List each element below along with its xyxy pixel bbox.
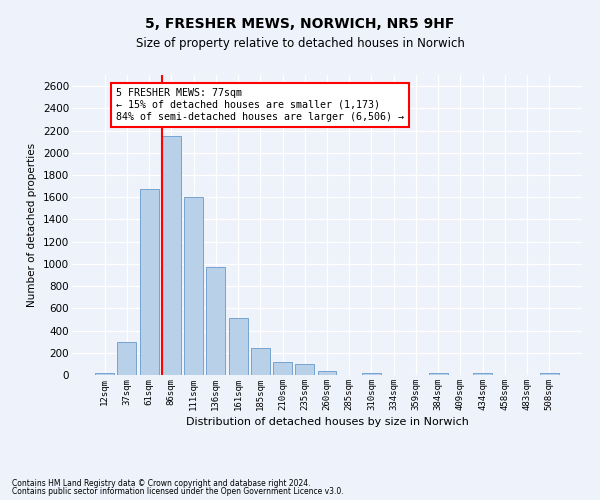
Text: Size of property relative to detached houses in Norwich: Size of property relative to detached ho… — [136, 38, 464, 51]
Bar — [95, 373, 114, 375]
Text: 5 FRESHER MEWS: 77sqm
← 15% of detached houses are smaller (1,173)
84% of semi-d: 5 FRESHER MEWS: 77sqm ← 15% of detached … — [116, 88, 404, 122]
Bar — [473, 373, 492, 375]
Text: Contains public sector information licensed under the Open Government Licence v3: Contains public sector information licen… — [12, 487, 344, 496]
Bar — [140, 190, 158, 375]
Text: 5, FRESHER MEWS, NORWICH, NR5 9HF: 5, FRESHER MEWS, NORWICH, NR5 9HF — [145, 18, 455, 32]
Bar — [206, 266, 225, 375]
Bar — [118, 342, 136, 375]
Y-axis label: Number of detached properties: Number of detached properties — [28, 143, 37, 307]
Bar — [362, 373, 381, 375]
Bar — [184, 197, 203, 375]
Bar — [229, 318, 248, 375]
Bar — [317, 370, 337, 375]
X-axis label: Distribution of detached houses by size in Norwich: Distribution of detached houses by size … — [185, 417, 469, 427]
Bar — [540, 373, 559, 375]
Bar — [429, 373, 448, 375]
Bar — [162, 136, 181, 375]
Bar — [295, 364, 314, 375]
Bar — [251, 348, 270, 375]
Bar — [273, 362, 292, 375]
Text: Contains HM Land Registry data © Crown copyright and database right 2024.: Contains HM Land Registry data © Crown c… — [12, 478, 311, 488]
